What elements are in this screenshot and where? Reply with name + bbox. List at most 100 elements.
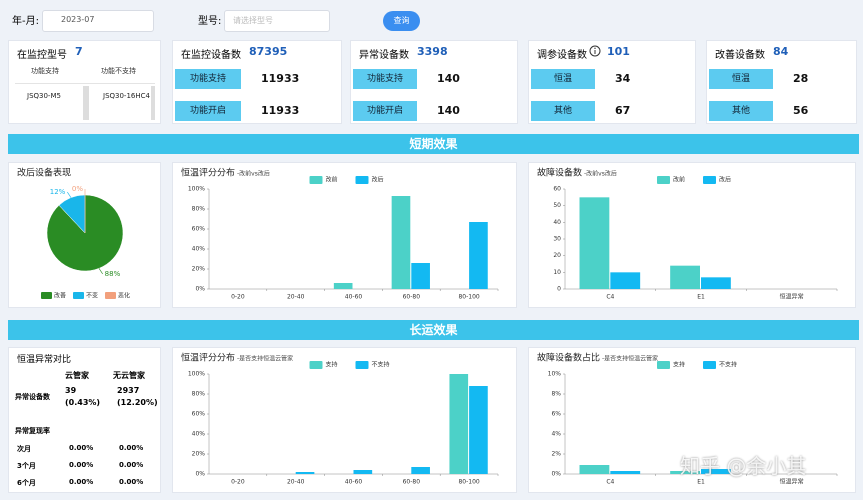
item-label: 功能支持 (353, 69, 417, 89)
data-label: 0% (72, 185, 83, 193)
y-tick-label: 6% (551, 411, 561, 418)
y-tick-label: 40 (553, 219, 561, 226)
column-header: 功能支持 (31, 67, 59, 75)
card-value: 101 (607, 45, 630, 58)
x-tick-label: 0-20 (231, 294, 245, 301)
item-label: 其他 (531, 101, 595, 121)
bar (670, 265, 700, 289)
bar (295, 472, 315, 474)
x-tick-label: 60-80 (403, 294, 421, 301)
legend-swatch (355, 361, 369, 369)
item-value: 140 (437, 72, 460, 85)
legend-label: 改后 (719, 176, 731, 184)
bar (411, 263, 430, 289)
bar (469, 386, 488, 474)
label-leader (98, 268, 103, 275)
y-tick-label: 100% (188, 371, 205, 378)
month-picker[interactable]: 2023-07 (42, 10, 154, 32)
legend-swatch (355, 176, 369, 184)
chart-panel: 改后设备表现 88% 12% 0% 改善 不变 恶化 (8, 162, 161, 308)
model-placeholder: 请选择型号 (233, 16, 273, 25)
card-title: 改善设备数 (715, 50, 765, 61)
model-select[interactable]: 请选择型号 (224, 10, 330, 32)
y-tick-label: 10% (548, 371, 562, 378)
x-tick-label: 0-20 (231, 479, 245, 486)
table-title: 恒温异常对比 (17, 355, 72, 365)
cell-value: (12.20%) (117, 398, 158, 407)
chart-subtitle: -是否支持恒温云管家 (602, 355, 658, 363)
legend-swatch (657, 176, 670, 184)
legend-swatch (703, 176, 716, 184)
stat-card: 改善设备数 84 恒温 28 其他 56 (706, 40, 857, 124)
chart: 故障设备数占比 -是否支持恒温云管家 0% 2% 4% 6% 8% 10% 支持 不支持 C4 E1 恒… (537, 352, 838, 486)
legend-swatch (309, 361, 323, 369)
legend-swatch (703, 361, 716, 369)
query-button[interactable]: 查询 (383, 11, 420, 31)
x-tick-label: 60-80 (403, 479, 421, 486)
row-label: 6个月 (17, 479, 36, 487)
legend-swatch (41, 292, 52, 299)
chart-title: 改后设备表现 (17, 167, 71, 179)
bar (411, 467, 430, 474)
bar (701, 469, 731, 474)
cell-value: 0.00% (69, 444, 94, 452)
scrollbar (83, 86, 89, 120)
y-tick-label: 40% (192, 431, 206, 438)
chart: 恒温评分分布 -改前vs改后 0% 20% 40% 60% 80% 100% 改前 改后 0-20 2… (181, 167, 499, 301)
x-tick-label: 40-60 (345, 294, 363, 301)
bar (610, 272, 641, 289)
card-value: 87395 (249, 45, 288, 58)
bar (701, 277, 731, 289)
chart-subtitle: -改前vs改后 (237, 170, 270, 178)
chart-title: 故障设备数占比 (537, 352, 600, 364)
legend-label: 不支持 (372, 361, 390, 369)
cell-value: 0.00% (119, 444, 144, 452)
item-value: 56 (793, 104, 809, 117)
x-tick-label: 80-100 (458, 479, 479, 486)
cell-value: 39 (65, 386, 77, 395)
scrollbar (151, 86, 155, 120)
cell-value: (0.43%) (65, 398, 101, 407)
bar (333, 283, 353, 289)
x-tick-label: 40-60 (345, 479, 363, 486)
label-leader (67, 191, 72, 198)
x-tick-label: E1 (697, 479, 705, 486)
bar (610, 471, 641, 474)
legend-swatch (309, 176, 323, 184)
info-icon[interactable] (589, 45, 601, 57)
stat-card: 异常设备数 3398 功能支持 140 功能开启 140 (350, 40, 518, 124)
model-name: JSQ30-16HC4 (103, 92, 150, 100)
x-tick-label: 恒温异常 (780, 478, 804, 486)
legend-swatch (657, 361, 670, 369)
legend-label: 改前 (673, 176, 685, 184)
legend-label: 不变 (86, 292, 98, 300)
cell-value: 0.00% (119, 478, 144, 486)
y-tick-label: 60% (192, 411, 206, 418)
item-label: 功能支持 (175, 69, 241, 89)
legend-swatch (73, 292, 84, 299)
y-tick-label: 20 (553, 252, 561, 259)
legend-label: 改后 (372, 176, 384, 184)
data-label: 88% (105, 270, 121, 278)
y-tick-label: 80% (192, 206, 206, 213)
column-header: 功能不支持 (101, 67, 136, 75)
y-tick-label: 0% (195, 286, 205, 293)
item-value: 34 (615, 72, 631, 85)
column-header: 云管家 (65, 371, 89, 380)
stat-card: 在监控设备数 87395 功能支持 11933 功能开启 11933 (172, 40, 342, 124)
section-banner: 长运效果 (8, 320, 859, 340)
column-header: 无云管家 (113, 371, 145, 380)
section-banner: 短期效果 (8, 134, 859, 154)
chart-title: 恒温评分分布 (181, 167, 235, 179)
x-tick-label: 恒温异常 (780, 293, 804, 301)
card-value: 7 (75, 45, 83, 58)
y-tick-label: 40% (192, 246, 206, 253)
data-label: 12% (50, 188, 66, 196)
y-tick-label: 4% (551, 431, 561, 438)
month-value: 2023-07 (61, 15, 95, 24)
y-tick-label: 60 (553, 186, 561, 193)
stat-card: 调参设备数 101 恒温 34 其他 67 (528, 40, 696, 124)
row-label: 异常设备数 (15, 393, 50, 401)
legend-label: 恶化 (118, 292, 130, 300)
chart-panel: 恒温评分分布 -改前vs改后 0% 20% 40% 60% 80% 100% 改前 改后 0-20 2… (172, 162, 517, 308)
